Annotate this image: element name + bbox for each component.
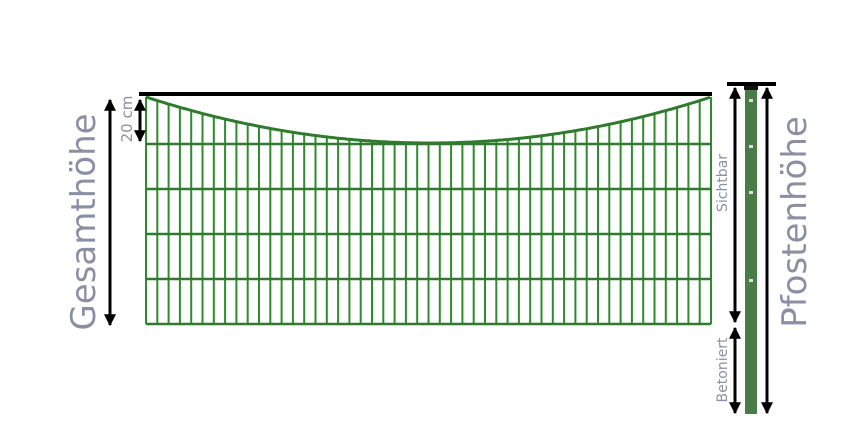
dip-label: 20 cm — [118, 96, 136, 143]
post-clamp — [749, 191, 753, 194]
visible-label: Sichtbar — [715, 154, 731, 212]
concreted-label: Betoniert — [715, 337, 731, 402]
post-clamp — [749, 279, 753, 282]
fence-post — [745, 86, 757, 414]
total-height-label: Gesamthöhe — [64, 113, 104, 330]
fence-top-curve — [145, 95, 711, 145]
post-clamps — [749, 99, 753, 282]
post-clamp — [749, 145, 753, 148]
post-height-label: Pfostenhöhe — [775, 116, 815, 328]
fence-panel — [145, 95, 712, 326]
post-clamp — [749, 99, 753, 102]
post-top-cap — [744, 86, 758, 90]
